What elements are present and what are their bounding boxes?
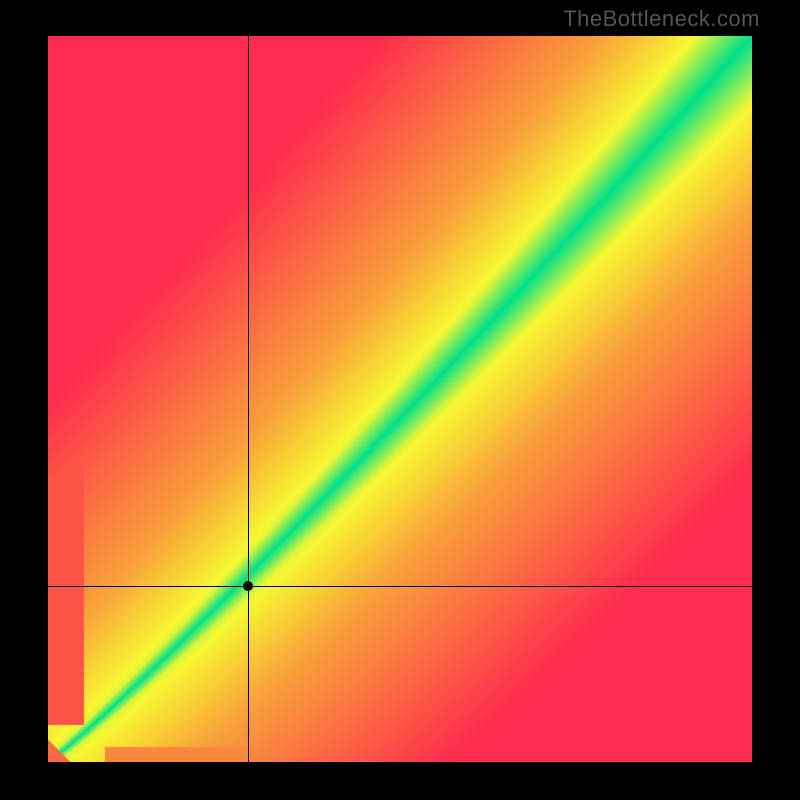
watermark-text: TheBottleneck.com <box>563 6 760 32</box>
heatmap-plot <box>48 36 752 762</box>
heatmap-canvas <box>48 36 752 762</box>
crosshair-marker <box>243 581 253 591</box>
crosshair-vertical <box>248 36 249 762</box>
crosshair-horizontal <box>48 586 752 587</box>
